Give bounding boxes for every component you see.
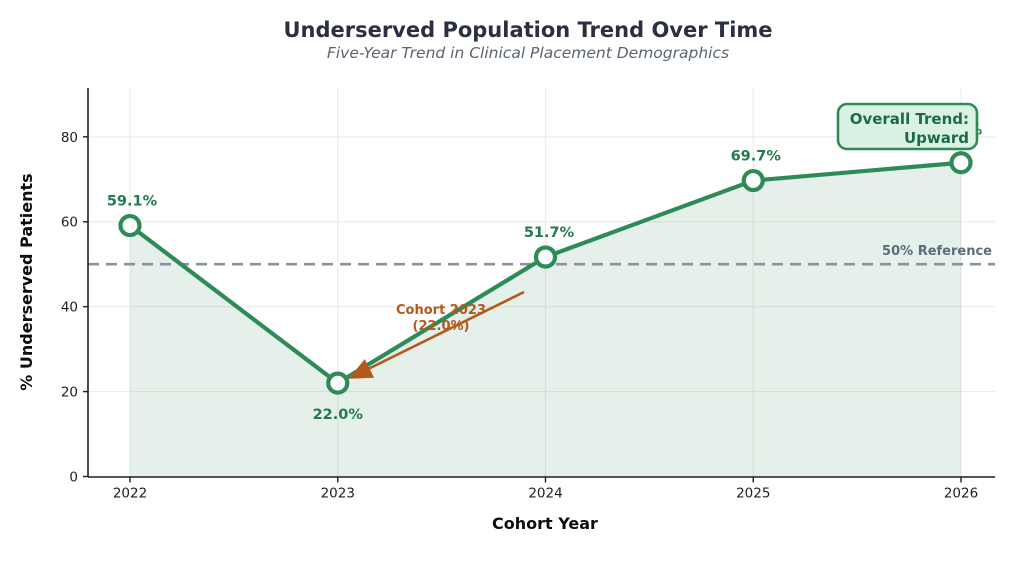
x-tick-label: 2023 bbox=[321, 486, 355, 502]
y-tick-label: 60 bbox=[61, 215, 78, 231]
y-tick-label: 20 bbox=[61, 385, 78, 401]
reference-line-label: 50% Reference bbox=[882, 244, 992, 259]
data-point-marker bbox=[326, 371, 350, 395]
data-point-marker bbox=[533, 245, 558, 269]
annotation-text-line1: Cohort 2023 bbox=[396, 303, 486, 318]
point-value-label: 22.0% bbox=[313, 407, 364, 423]
y-axis-label: % Underserved Patients bbox=[17, 173, 36, 390]
x-ticks: 2022 2023 2024 2025 2026 bbox=[113, 477, 978, 502]
point-value-label: 59.1% bbox=[107, 194, 158, 210]
trend-box-line2: Upward bbox=[904, 129, 969, 147]
data-point-marker bbox=[118, 213, 142, 238]
y-ticks: 0 20 40 60 80 bbox=[61, 130, 88, 486]
annotation-cohort-2023: Cohort 2023 (22.0%) bbox=[348, 290, 525, 379]
data-point-markers bbox=[118, 151, 973, 395]
data-point-marker bbox=[741, 168, 765, 193]
x-tick-label: 2024 bbox=[528, 486, 562, 502]
area-polygon bbox=[130, 162, 961, 477]
point-value-label: 51.7% bbox=[524, 225, 575, 241]
data-point-marker bbox=[949, 151, 973, 175]
trend-box-line1: Overall Trend: bbox=[850, 110, 969, 128]
x-axis-label: Cohort Year bbox=[492, 514, 598, 533]
trend-box-rect bbox=[836, 102, 979, 151]
chart-title: Underserved Population Trend Over Time bbox=[283, 18, 772, 42]
point-value-label: 69.7% bbox=[731, 149, 782, 165]
annotation-text-line2: (22.0%) bbox=[413, 319, 470, 334]
chart-subtitle: Five-Year Trend in Clinical Placement De… bbox=[327, 44, 729, 62]
y-tick-label: 0 bbox=[69, 470, 78, 486]
y-tick-label: 80 bbox=[61, 130, 78, 146]
x-tick-label: 2022 bbox=[113, 486, 147, 502]
x-tick-label: 2025 bbox=[736, 486, 770, 502]
y-tick-label: 40 bbox=[61, 300, 78, 316]
area-fill bbox=[130, 162, 961, 477]
x-tick-label: 2026 bbox=[944, 486, 978, 502]
axes: 0 20 40 60 80 2022 2023 2024 2025 2026 bbox=[61, 88, 995, 502]
annotation-arrow bbox=[348, 290, 525, 379]
trend-callout-box: Overall Trend: Upward bbox=[836, 102, 979, 151]
